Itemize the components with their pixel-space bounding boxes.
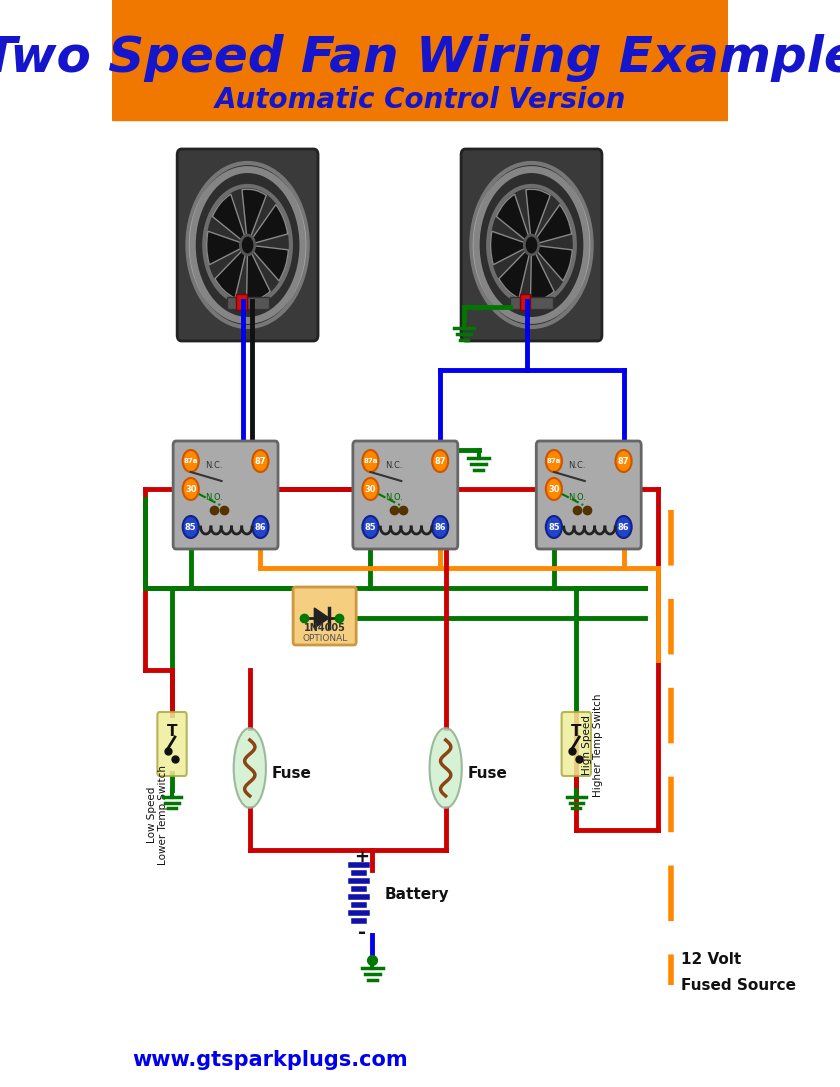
Wedge shape (491, 232, 532, 265)
FancyBboxPatch shape (173, 441, 278, 549)
Text: Battery: Battery (385, 887, 449, 902)
Wedge shape (532, 245, 572, 280)
Circle shape (362, 450, 379, 472)
Text: 87a: 87a (547, 458, 561, 464)
Wedge shape (215, 245, 248, 298)
Wedge shape (242, 189, 266, 245)
Wedge shape (496, 195, 532, 245)
Text: +: + (354, 848, 370, 866)
Wedge shape (531, 245, 554, 301)
Wedge shape (499, 245, 532, 298)
FancyBboxPatch shape (236, 293, 246, 310)
Text: 86: 86 (617, 523, 629, 532)
Text: Fuse: Fuse (272, 765, 312, 780)
Circle shape (471, 163, 591, 327)
Text: Automatic Control Version: Automatic Control Version (214, 86, 626, 114)
Text: Fused Source: Fused Source (681, 977, 796, 992)
Circle shape (252, 450, 269, 472)
Circle shape (182, 478, 199, 500)
Ellipse shape (234, 728, 266, 808)
Wedge shape (247, 245, 270, 301)
Circle shape (546, 478, 562, 500)
Text: 87a: 87a (363, 458, 378, 464)
FancyBboxPatch shape (157, 712, 186, 776)
Wedge shape (207, 232, 248, 265)
Circle shape (182, 450, 199, 472)
Circle shape (546, 450, 562, 472)
Text: 85: 85 (185, 523, 197, 532)
Text: N.C.: N.C. (386, 461, 402, 470)
Wedge shape (532, 204, 571, 245)
Text: 87: 87 (255, 457, 266, 465)
Text: 87: 87 (618, 457, 629, 465)
Text: 87a: 87a (184, 458, 198, 464)
FancyBboxPatch shape (520, 293, 530, 310)
FancyBboxPatch shape (353, 441, 458, 549)
Text: T: T (167, 724, 177, 738)
FancyBboxPatch shape (511, 297, 553, 309)
Text: N.C.: N.C. (569, 461, 586, 470)
Text: High Speed
Higher Temp Switch: High Speed Higher Temp Switch (581, 694, 603, 797)
FancyBboxPatch shape (112, 0, 728, 120)
Wedge shape (213, 195, 248, 245)
Wedge shape (248, 245, 288, 280)
FancyBboxPatch shape (293, 587, 356, 645)
Text: Two Speed Fan Wiring Example: Two Speed Fan Wiring Example (0, 34, 840, 82)
Circle shape (524, 235, 538, 254)
Wedge shape (526, 189, 550, 245)
Text: 30: 30 (549, 485, 559, 493)
Text: N.O.: N.O. (569, 493, 586, 502)
Polygon shape (314, 608, 329, 628)
Wedge shape (248, 204, 287, 245)
Text: Fuse: Fuse (468, 765, 507, 780)
FancyBboxPatch shape (461, 149, 602, 341)
Text: 1N4005: 1N4005 (304, 623, 345, 633)
Circle shape (546, 516, 562, 538)
Text: 12 Volt: 12 Volt (681, 952, 742, 967)
Text: -: - (358, 924, 366, 942)
Text: N.O.: N.O. (385, 493, 403, 502)
Circle shape (252, 516, 269, 538)
Text: T: T (571, 724, 581, 738)
Circle shape (362, 516, 379, 538)
Text: www.gtsparkplugs.com: www.gtsparkplugs.com (133, 1050, 408, 1070)
Text: N.O.: N.O. (205, 493, 223, 502)
Text: 86: 86 (434, 523, 446, 532)
Circle shape (187, 163, 307, 327)
Text: N.C.: N.C. (206, 461, 223, 470)
Circle shape (616, 450, 632, 472)
Text: 85: 85 (365, 523, 376, 532)
FancyBboxPatch shape (177, 149, 318, 341)
FancyBboxPatch shape (536, 441, 641, 549)
Text: 30: 30 (365, 485, 376, 493)
Text: 85: 85 (548, 523, 559, 532)
Ellipse shape (429, 728, 462, 808)
Text: OPTIONAL: OPTIONAL (302, 634, 347, 644)
Text: 30: 30 (185, 485, 197, 493)
Circle shape (182, 516, 199, 538)
Text: Low Speed
Lower Temp Switch: Low Speed Lower Temp Switch (146, 765, 168, 865)
Text: 87: 87 (434, 457, 446, 465)
FancyBboxPatch shape (562, 712, 591, 776)
Text: 86: 86 (255, 523, 266, 532)
Circle shape (240, 235, 255, 254)
Circle shape (432, 450, 449, 472)
Circle shape (616, 516, 632, 538)
Circle shape (362, 478, 379, 500)
Circle shape (432, 516, 449, 538)
FancyBboxPatch shape (227, 297, 269, 309)
